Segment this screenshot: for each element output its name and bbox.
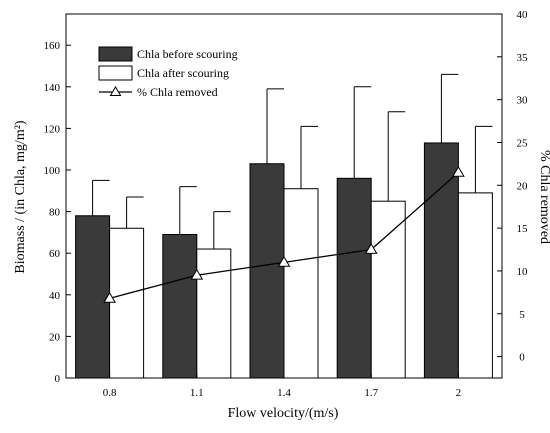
bar-after-scouring xyxy=(283,188,319,379)
y2-tick-label: 25 xyxy=(517,137,529,149)
y-tick-label: 40 xyxy=(49,290,61,302)
bar-after-scouring xyxy=(370,200,406,379)
x-axis-title: Flow velocity/(m/s) xyxy=(228,406,339,421)
legend-swatch-before xyxy=(98,46,133,62)
y2-tick-label: 0 xyxy=(519,352,525,364)
bar-before-scouring xyxy=(162,233,198,379)
y-tick-label: 160 xyxy=(44,40,61,52)
y-tick-label: 60 xyxy=(49,248,61,260)
x-tick-label: 0.8 xyxy=(103,387,117,399)
y2-tick-label: 40 xyxy=(517,9,529,21)
y2-tick-label: 5 xyxy=(519,309,525,321)
removal-line xyxy=(103,165,465,303)
x-tick-label: 1.1 xyxy=(190,387,204,399)
axes: 0 20 40 60 80 100 120 140 160 0 5 10 15 20 25 30 35 40 0.8… xyxy=(44,9,529,399)
x-tick-label: 1.4 xyxy=(277,387,291,399)
bar-before-scouring xyxy=(249,163,285,379)
bars xyxy=(75,142,493,379)
y-tick-label: 20 xyxy=(49,331,61,343)
bar-after-scouring xyxy=(109,227,145,379)
x-tick-label: 1.7 xyxy=(364,387,378,399)
bar-after-scouring xyxy=(196,248,232,379)
y-tick-label: 80 xyxy=(49,207,61,219)
bar-before-scouring xyxy=(336,177,372,379)
triangle-marker xyxy=(452,165,465,177)
legend-label: Chla before scouring xyxy=(137,47,238,61)
y2-tick-label: 15 xyxy=(517,223,529,235)
legend: Chla before scouring Chla after scouring%… xyxy=(98,46,238,99)
legend-swatch-after xyxy=(98,65,133,81)
legend-label: % Chla removed xyxy=(137,85,218,99)
y2-axis-title: % Chla removed xyxy=(537,150,550,244)
y2-tick-label: 10 xyxy=(517,266,529,278)
y-tick-label: 100 xyxy=(44,165,61,177)
bar-before-scouring xyxy=(75,215,111,379)
y-axis-title: Biomass / (in Chla, mg/m²) xyxy=(13,120,28,273)
y-tick-label: 140 xyxy=(44,82,61,94)
triangle-marker xyxy=(103,291,116,303)
legend-label: Chla after scouring xyxy=(137,66,229,80)
y2-tick-label: 20 xyxy=(517,180,529,192)
bar-before-scouring xyxy=(423,142,459,379)
error-bars xyxy=(92,73,493,250)
triangle-marker xyxy=(277,255,291,267)
bar-after-scouring xyxy=(457,192,493,379)
triangle-marker xyxy=(190,268,204,280)
triangle-marker xyxy=(364,243,378,254)
y2-tick-label: 35 xyxy=(517,52,529,64)
y-tick-label: 0 xyxy=(55,373,61,385)
y2-tick-label: 30 xyxy=(517,95,529,107)
x-tick-label: 2 xyxy=(456,387,462,399)
legend-triangle-marker xyxy=(109,86,122,96)
y-tick-label: 120 xyxy=(44,123,61,135)
